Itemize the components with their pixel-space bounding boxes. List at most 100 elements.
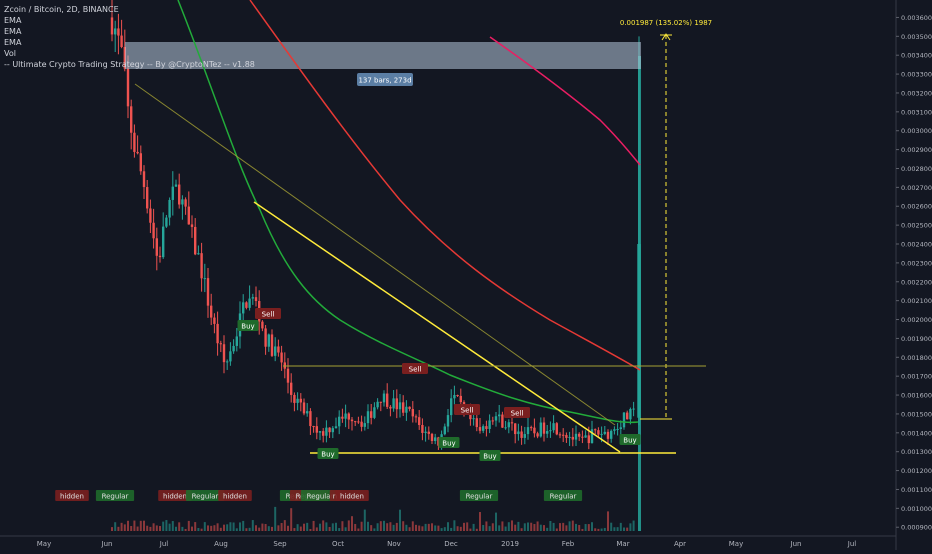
candle-body — [165, 217, 168, 227]
volume-bar — [491, 523, 494, 531]
candle-body — [114, 28, 117, 35]
volume-bar — [514, 524, 517, 531]
candle-body — [587, 435, 590, 444]
volume-bar — [239, 522, 241, 531]
price-axis-label: 0.003200 — [901, 89, 932, 97]
signal-buy-badge — [619, 434, 641, 445]
volume-bar — [210, 525, 213, 531]
volume-bar — [488, 526, 491, 531]
candle-body — [226, 361, 229, 363]
candle-body — [510, 422, 514, 424]
signal-buy-badge — [438, 437, 460, 448]
volume-bar — [207, 525, 209, 531]
time-axis-label: Feb — [562, 540, 575, 548]
volume-bar — [434, 525, 437, 531]
volume-bar — [370, 525, 373, 531]
divergence-bullish-label: Regular — [307, 493, 334, 501]
volume-bar — [539, 524, 542, 531]
price-axis-label: 0.002700 — [901, 184, 932, 192]
price-axis-label: 0.003400 — [901, 52, 932, 60]
volume-bar — [123, 524, 126, 531]
candle-body — [251, 297, 254, 299]
volume-bar — [322, 520, 325, 531]
candle-body — [597, 430, 600, 435]
price-axis-label: 0.002400 — [901, 241, 932, 249]
date-range-label: 137 bars, 273d — [358, 77, 411, 85]
volume-bar — [136, 526, 139, 531]
candle-body — [376, 401, 379, 408]
signal-sell-label: Sell — [409, 366, 422, 374]
candle-body — [357, 421, 360, 423]
candle-body — [389, 406, 392, 409]
divergence-bullish-badge — [459, 490, 499, 501]
candle-body — [149, 208, 152, 223]
signal-sell-badge — [402, 363, 428, 374]
volume-bar — [175, 526, 177, 531]
volume-bar — [280, 523, 283, 531]
candle-body — [315, 426, 318, 433]
signal-buy-label: Buy — [321, 451, 334, 459]
candle-body — [370, 411, 373, 418]
candle-body — [411, 409, 414, 417]
indicator-ema-3[interactable]: EMA — [4, 38, 22, 47]
candle-body — [168, 199, 171, 218]
volume-bar — [498, 525, 501, 531]
candle-body — [155, 238, 158, 256]
volume-bar — [258, 527, 261, 531]
signal-buy-label: Buy — [623, 437, 636, 445]
volume-bar — [232, 522, 235, 531]
last-volume-bar — [638, 56, 641, 531]
volume-bar — [178, 522, 181, 531]
candle-body — [235, 336, 238, 346]
volume-bar — [213, 525, 216, 531]
volume-bar — [482, 524, 485, 531]
price-axis-label: 0.002000 — [901, 316, 932, 324]
candle-body — [574, 433, 578, 440]
candle-body — [603, 431, 606, 434]
candle-body — [334, 426, 338, 429]
volume-bar — [309, 528, 312, 531]
volume-bar — [565, 525, 568, 531]
volume-bar — [216, 523, 219, 531]
indicator-ema-1[interactable]: EMA — [4, 16, 22, 25]
date-range-box — [125, 42, 641, 69]
candle-body — [590, 429, 594, 444]
volume-bar — [485, 521, 488, 531]
volume-bar — [251, 520, 254, 531]
volume-bar — [111, 527, 113, 531]
price-axis-label: 0.001600 — [901, 392, 932, 400]
candle-body — [174, 184, 178, 187]
candle-body — [293, 394, 296, 403]
signal-buy-label: Buy — [483, 453, 496, 461]
price-axis-label: 0.001000 — [901, 505, 932, 513]
volume-bar — [418, 525, 421, 531]
volume-bar — [440, 528, 443, 531]
candle-body — [328, 427, 331, 433]
indicator-strategy[interactable]: -- Ultimate Crypto Trading Strategy -- B… — [4, 60, 255, 69]
volume-bar — [632, 520, 635, 531]
candle-body — [555, 423, 558, 435]
price-axis-label: 0.002200 — [901, 278, 932, 286]
volume-bar — [203, 522, 206, 531]
volume-bar — [367, 521, 369, 531]
price-axis-label: 0.002300 — [901, 259, 932, 267]
signal-sell-badge — [504, 407, 530, 418]
divergence-bullish-label: Regular — [466, 493, 493, 501]
indicator-ema-2[interactable]: EMA — [4, 27, 22, 36]
volume-bar — [235, 528, 238, 531]
candle-body — [491, 420, 494, 422]
price-axis-label: 0.002100 — [901, 297, 932, 305]
price-axis-label: 0.003500 — [901, 33, 932, 41]
divergence-bullish-badge — [543, 490, 583, 501]
volume-bar — [472, 523, 475, 531]
candle-body — [309, 411, 312, 427]
symbol-title[interactable]: Zcoin / Bitcoin, 2D, BINANCE — [4, 5, 119, 14]
candle-body — [482, 426, 485, 431]
indicator-volume[interactable]: Vol — [4, 49, 16, 58]
candle-body — [296, 398, 299, 403]
candle-body — [267, 334, 270, 347]
volume-bar — [571, 520, 574, 531]
price-axis-label: 0.001700 — [901, 373, 932, 381]
